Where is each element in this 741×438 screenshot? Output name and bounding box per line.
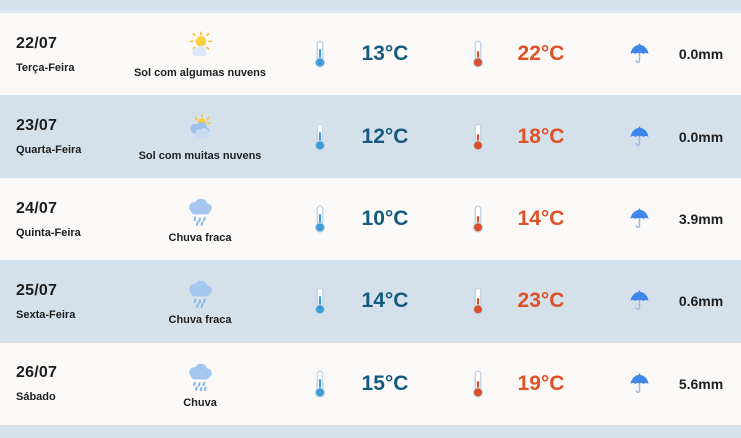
max-thermometer-icon (450, 205, 506, 233)
row-day-name: Quarta-Feira (16, 144, 82, 157)
row-precipitation: 0.6mm (678, 293, 724, 310)
precipitation-umbrella-icon (614, 290, 664, 312)
row-precipitation: 5.6mm (678, 375, 724, 392)
row-date: 24/07 (16, 199, 58, 217)
row-day-name: Quinta-Feira (16, 226, 81, 239)
row-condition: Chuva (183, 396, 217, 409)
min-thermometer-icon (290, 287, 350, 316)
condition-cell: Chuva fraca (130, 194, 270, 244)
precipitation-umbrella-icon (614, 208, 664, 230)
row-condition: Sol com muitas nuvens (138, 149, 262, 162)
row-date: 25/07 (16, 281, 58, 299)
min-thermometer-icon (290, 123, 350, 151)
row-min-temp: 10°C (361, 207, 409, 231)
row-max-temp: 18°C (517, 124, 565, 148)
row-condition: Chuva fraca (168, 232, 232, 245)
light-rain-icon (182, 276, 218, 312)
row-condition: Sol com algumas nuvens (133, 67, 267, 80)
max-thermometer-icon (450, 123, 506, 151)
forecast-row: 26/07 Sábado Chuva 15°C 19°C (0, 342, 741, 426)
condition-cell: Sol com muitas nuvens (130, 112, 270, 162)
sun-many-clouds-icon (182, 112, 218, 148)
row-precipitation: 0.0mm (678, 128, 724, 145)
row-min-temp: 12°C (361, 124, 409, 148)
row-precipitation: 0.0mm (678, 46, 724, 63)
min-thermometer-icon (290, 40, 350, 68)
row-day-name: Sábado (16, 391, 56, 404)
date-cell: 26/07 Sábado (0, 364, 130, 403)
precipitation-umbrella-icon (614, 373, 664, 395)
sun-some-clouds-icon (182, 29, 218, 65)
row-day-name: Terça-Feira (16, 61, 75, 74)
precipitation-umbrella-icon (614, 43, 664, 65)
row-precipitation: 3.9mm (678, 211, 724, 228)
row-min-temp: 15°C (361, 371, 409, 395)
max-thermometer-icon (450, 287, 506, 316)
max-thermometer-icon (450, 370, 506, 398)
row-min-temp: 13°C (361, 42, 409, 66)
min-thermometer-icon (290, 370, 350, 398)
condition-cell: Chuva (130, 359, 270, 409)
forecast-row: 22/07 Terça-Feira Sol com algumas nuvens… (0, 13, 741, 96)
row-min-temp: 14°C (361, 289, 409, 313)
date-cell: 25/07 Sexta-Feira (0, 282, 130, 321)
row-date: 22/07 (16, 34, 58, 52)
forecast-rows: 22/07 Terça-Feira Sol com algumas nuvens… (0, 13, 741, 426)
row-condition: Chuva fraca (168, 314, 232, 327)
light-rain-icon (182, 194, 218, 230)
condition-cell: Sol com algumas nuvens (130, 29, 270, 79)
row-max-temp: 23°C (517, 289, 565, 313)
row-date: 26/07 (16, 364, 58, 382)
forecast-row: 25/07 Sexta-Feira Chuva fraca 14°C 23°C (0, 260, 741, 343)
rain-icon (182, 359, 218, 395)
previous-row-partial (0, 0, 741, 13)
next-row-partial (0, 425, 741, 438)
row-date: 23/07 (16, 117, 58, 135)
date-cell: 23/07 Quarta-Feira (0, 117, 130, 156)
row-day-name: Sexta-Feira (16, 308, 76, 321)
row-max-temp: 19°C (517, 371, 565, 395)
forecast-row: 23/07 Quarta-Feira Sol com muitas nuvens… (0, 95, 741, 178)
date-cell: 22/07 Terça-Feira (0, 35, 130, 74)
date-cell: 24/07 Quinta-Feira (0, 200, 130, 239)
precipitation-umbrella-icon (614, 126, 664, 148)
forecast-row: 24/07 Quinta-Feira Chuva fraca 10°C 14°C (0, 177, 741, 261)
max-thermometer-icon (450, 40, 506, 68)
condition-cell: Chuva fraca (130, 276, 270, 326)
row-max-temp: 22°C (517, 42, 565, 66)
min-thermometer-icon (290, 205, 350, 233)
row-max-temp: 14°C (517, 207, 565, 231)
